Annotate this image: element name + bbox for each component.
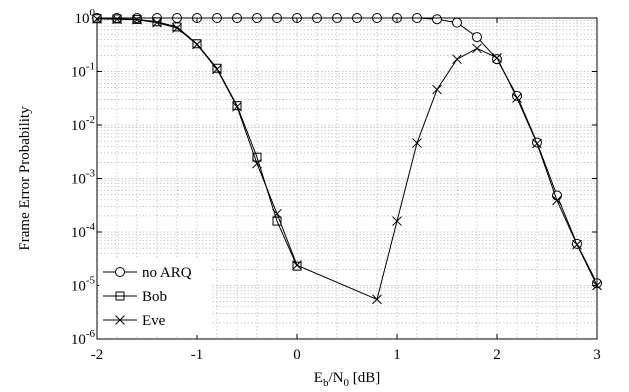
data-point-bob — [232, 101, 242, 111]
data-point-eve — [112, 14, 122, 25]
legend-item-no-arq: no ARQ — [103, 265, 192, 281]
cross-stroke — [252, 158, 262, 169]
series-line-eve — [96, 18, 598, 301]
y-tick-label: 10-5 — [71, 275, 96, 295]
cross-stroke — [472, 43, 482, 54]
data-point-eve — [372, 294, 382, 305]
cross-stroke — [272, 208, 282, 219]
data-point-eve — [452, 54, 462, 65]
cross-stroke — [372, 294, 382, 305]
data-point-eve — [472, 43, 482, 54]
grid-lines — [97, 18, 597, 339]
data-point-bob — [212, 63, 222, 73]
y-tick-label: 10-4 — [71, 221, 96, 241]
series-no-arq — [92, 13, 602, 289]
data-point-eve — [192, 39, 202, 50]
axis-ticks — [96, 17, 598, 340]
data-point-eve — [232, 101, 242, 112]
y-tick-label: 10-2 — [71, 114, 95, 134]
y-tick-label: 100 — [75, 7, 96, 27]
cross-stroke — [552, 195, 562, 206]
cross-stroke — [152, 17, 162, 28]
cross-stroke — [112, 14, 122, 25]
cross-stroke — [232, 101, 242, 112]
cross-stroke — [192, 39, 202, 50]
legend-item-bob: Bob — [103, 289, 167, 305]
data-point-eve — [132, 14, 142, 25]
data-point-bob — [252, 152, 262, 162]
data-point-no-arq — [432, 14, 442, 25]
cross-stroke — [532, 138, 542, 149]
cross-stroke — [432, 84, 442, 95]
legend-marker — [115, 267, 125, 277]
data-point-eve — [152, 17, 162, 28]
x-tick-label: 3 — [593, 347, 601, 363]
y-tick-label: 10-1 — [71, 61, 95, 81]
data-point-no-arq — [472, 32, 482, 43]
legend-label-bob: Bob — [142, 289, 167, 305]
data-point-bob — [272, 216, 282, 226]
x-tick-label: -2 — [91, 347, 104, 363]
cross-stroke — [392, 216, 402, 226]
data-point-bob — [292, 261, 302, 271]
data-point-eve — [272, 208, 282, 219]
x-tick-label: 1 — [393, 347, 401, 363]
data-point-eve — [432, 84, 442, 95]
cross-stroke — [412, 138, 422, 148]
data-point-eve — [252, 158, 262, 169]
data-point-eve — [492, 52, 502, 63]
data-point-eve — [552, 195, 562, 206]
y-tick-label: 10-3 — [71, 168, 96, 188]
series-eve — [92, 14, 602, 305]
legend-marker — [115, 315, 125, 325]
data-point-eve — [292, 260, 302, 271]
data-point-eve — [172, 23, 182, 33]
legend-label-eve: Eve — [142, 313, 166, 329]
data-point-eve — [512, 93, 522, 103]
data-point-bob — [192, 39, 202, 49]
series-line-no-arq — [97, 17, 598, 284]
y-tick-labels: 10-6 10-5 10-4 10-3 10-2 10-1 100 — [71, 7, 96, 348]
data-point-eve — [412, 138, 422, 148]
cross-stroke — [212, 64, 222, 75]
y-tick-label: 10-6 — [71, 328, 96, 348]
data-point-eve — [392, 216, 402, 226]
data-point-eve — [212, 64, 222, 75]
legend-marker — [115, 291, 125, 301]
cross-stroke — [292, 260, 302, 271]
legend-label-no-arq: no ARQ — [142, 265, 192, 281]
cross-stroke — [452, 54, 462, 65]
x-tick-label: 0 — [293, 347, 301, 363]
x-tick-label: 2 — [493, 347, 501, 363]
cross-stroke — [512, 93, 522, 103]
legend: no ARQ Bob Eve — [99, 259, 211, 335]
data-point-eve — [572, 239, 582, 250]
cross-stroke — [572, 239, 582, 250]
cross-stroke — [492, 52, 502, 63]
x-axis-title: Eb/N0 [dB] — [314, 370, 380, 389]
y-axis-title: Frame Error Probability — [17, 106, 33, 251]
x-tick-labels: -2 -1 0 1 2 3 — [91, 347, 601, 363]
x-tick-label: -1 — [191, 347, 204, 363]
cross-stroke — [172, 23, 182, 33]
data-point-eve — [532, 138, 542, 149]
cross-stroke — [115, 315, 125, 325]
cross-stroke — [132, 14, 142, 25]
data-point-no-arq — [452, 17, 462, 28]
legend-item-eve: Eve — [103, 313, 166, 329]
